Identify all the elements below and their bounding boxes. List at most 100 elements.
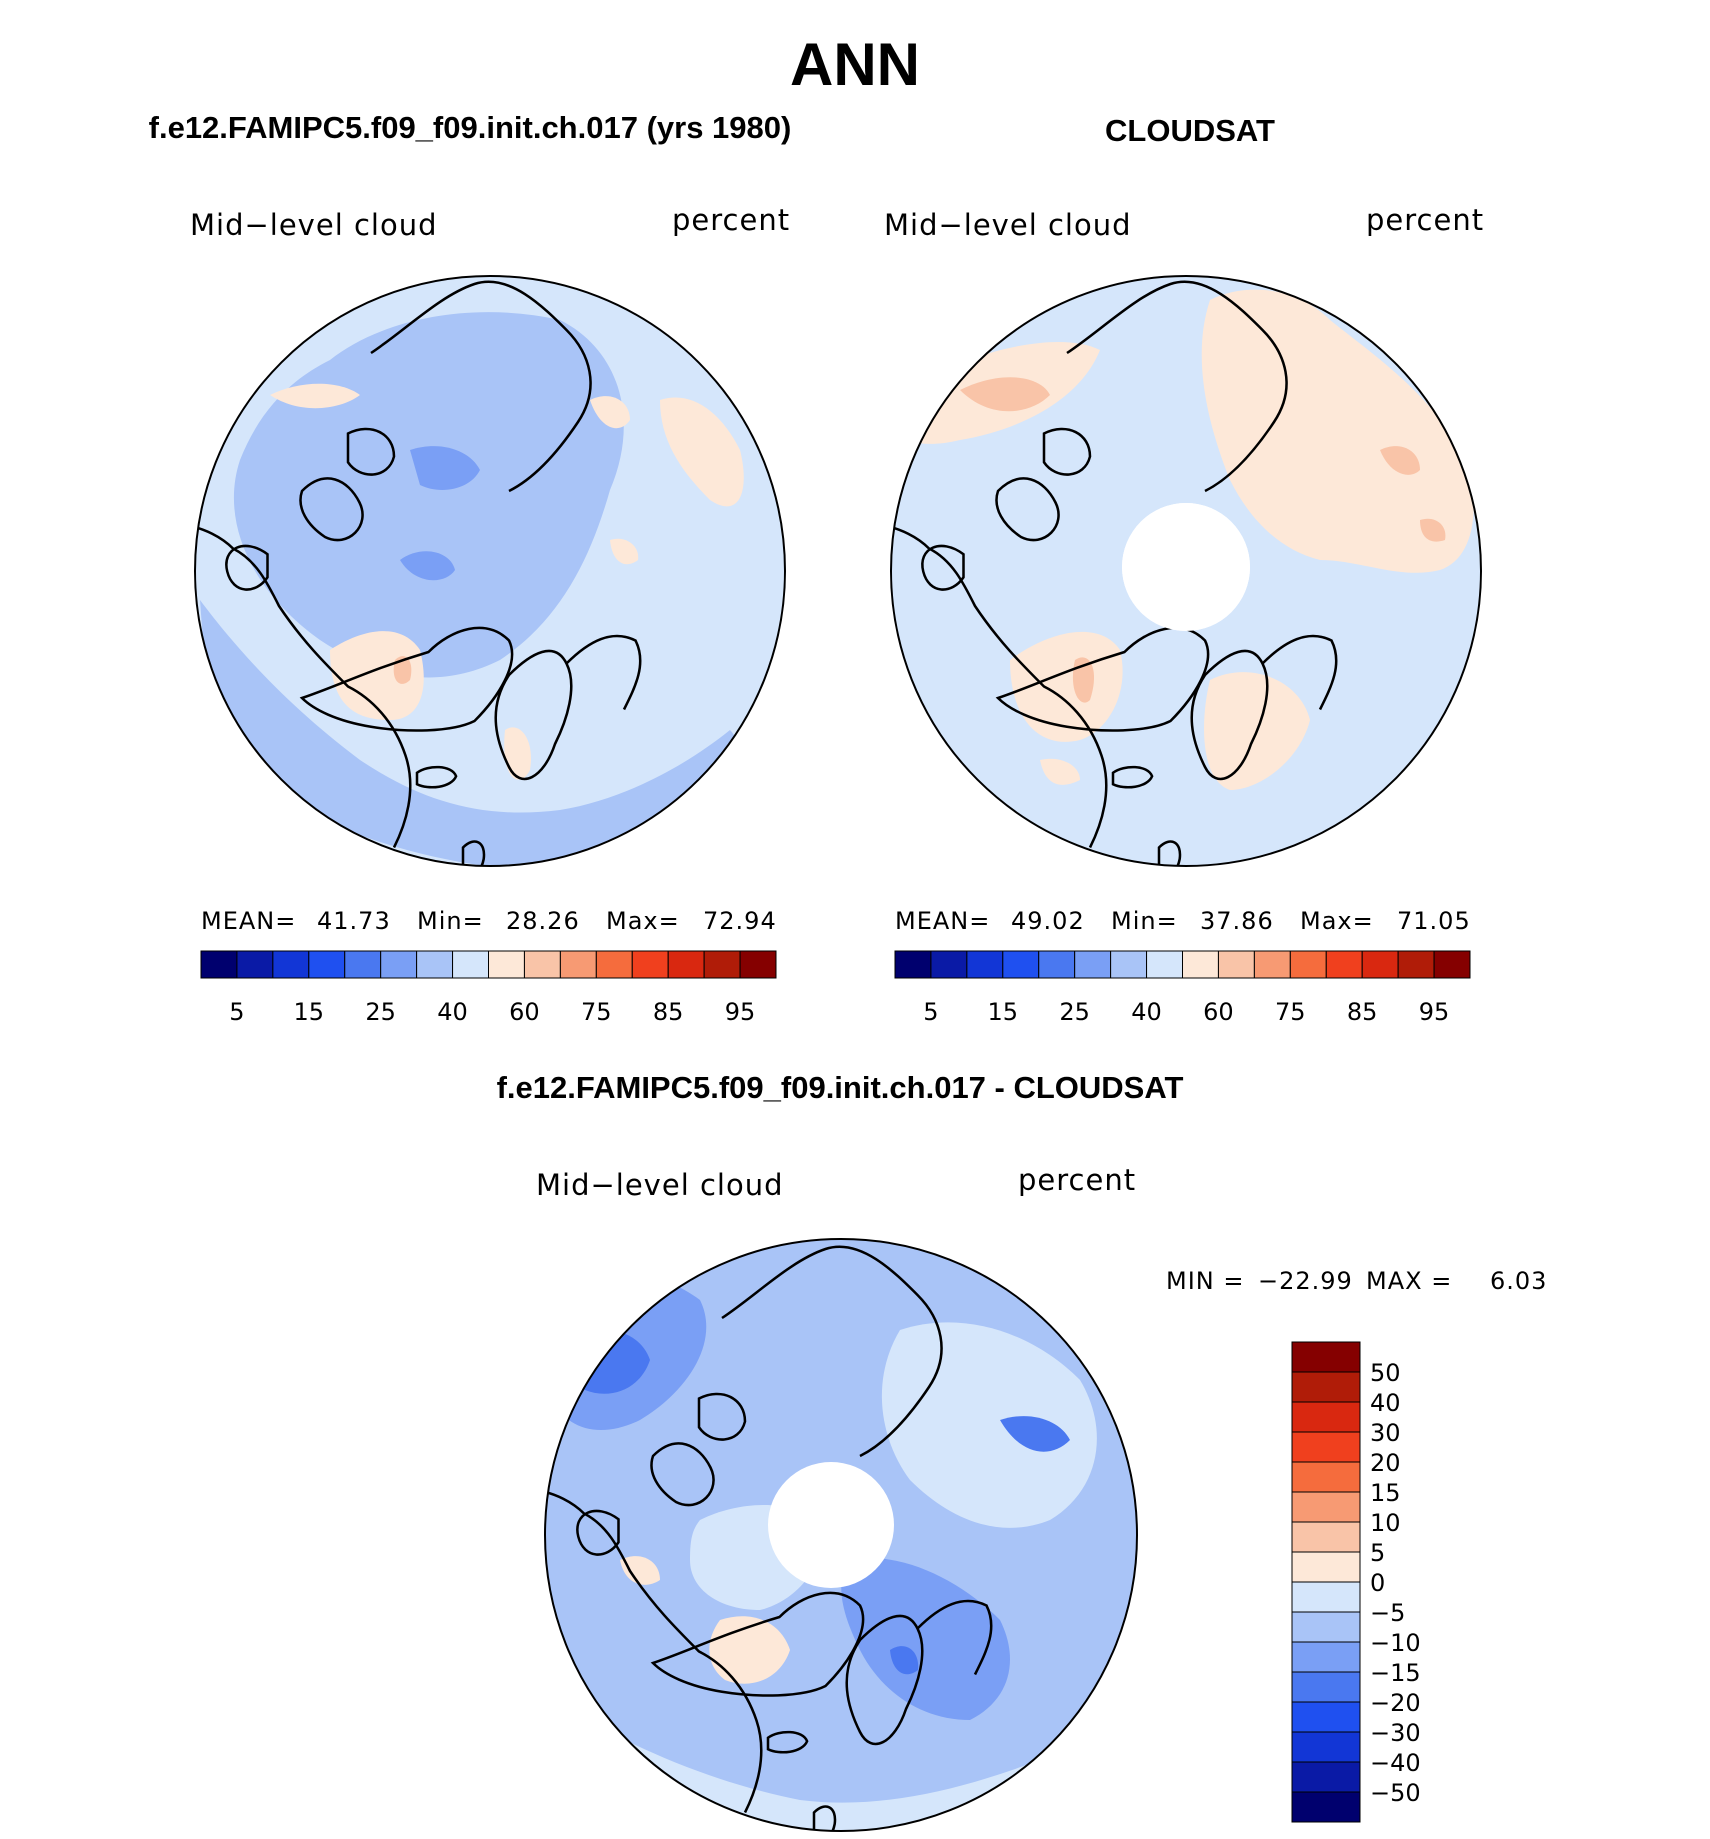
colorbar-obs-swatch xyxy=(1002,950,1040,979)
colorbar-obs-swatch xyxy=(1253,950,1291,979)
colorbar-obs-swatch xyxy=(1182,950,1219,979)
colorbar-obs-tick-label: 40 xyxy=(1131,998,1162,1026)
colorbar-model-swatch xyxy=(272,950,310,979)
max-value-diff: 6.03 xyxy=(1490,1267,1548,1295)
min-value-diff: −22.99 xyxy=(1258,1267,1353,1295)
colorbar-diff-tick-label: −30 xyxy=(1370,1719,1421,1747)
colorbar-diff-tick-label: −40 xyxy=(1370,1749,1421,1777)
colorbar-model-swatch xyxy=(739,950,777,979)
min-value-model: 28.26 xyxy=(506,907,580,935)
colorbar-model-tick-label: 40 xyxy=(437,998,468,1026)
colorbar-obs-swatch xyxy=(1146,950,1183,979)
colorbar-model-swatch xyxy=(488,950,525,979)
colorbar-diff-tick-label: 20 xyxy=(1370,1449,1401,1477)
colorbar-model-tick-label: 5 xyxy=(229,998,244,1026)
colorbar-diff-tick-label: −5 xyxy=(1370,1599,1405,1627)
colorbar-obs-swatch xyxy=(1361,950,1399,979)
colorbar-diff-tick-label: −10 xyxy=(1370,1629,1421,1657)
map-diff xyxy=(544,1238,1138,1832)
variable-label-diff: Mid−level cloud xyxy=(536,1168,784,1202)
units-label-obs: percent xyxy=(1366,203,1485,237)
colorbar-model-swatch xyxy=(523,950,561,979)
colorbar-diff-tick-label: 30 xyxy=(1370,1419,1401,1447)
colorbar-obs-swatch xyxy=(930,950,968,979)
colorbar-obs-swatch xyxy=(966,950,1004,979)
colorbar-diff-swatch xyxy=(1291,1701,1361,1733)
colorbar-model-swatch xyxy=(452,950,489,979)
colorbar-model-tick-label: 15 xyxy=(294,998,325,1026)
colorbar-model-tick-label: 85 xyxy=(653,998,684,1026)
mean-label-model: MEAN= xyxy=(201,907,297,935)
colorbar-diff-tick-label: 15 xyxy=(1370,1479,1401,1507)
colorbar-diff-swatch xyxy=(1291,1641,1361,1673)
panel-title-obs: CLOUDSAT xyxy=(1105,113,1275,148)
colorbar-diff-swatch xyxy=(1291,1371,1361,1403)
colorbar-model-swatch xyxy=(200,950,238,979)
colorbar-diff-swatch xyxy=(1291,1521,1361,1553)
colorbar-diff-swatch xyxy=(1291,1581,1361,1613)
variable-label-model: Mid−level cloud xyxy=(190,208,438,242)
colorbar-model-tick-label: 75 xyxy=(581,998,612,1026)
min-value-obs: 37.86 xyxy=(1200,907,1274,935)
variable-label-obs: Mid−level cloud xyxy=(884,208,1132,242)
colorbar-model-swatch xyxy=(667,950,705,979)
figure-title: ANN xyxy=(790,31,920,98)
panel-title-diff: f.e12.FAMIPC5.f09_f09.init.ch.017 - CLOU… xyxy=(496,1070,1184,1105)
colorbar-diff-swatch xyxy=(1291,1431,1361,1463)
colorbar-obs-swatch xyxy=(1217,950,1255,979)
panel-title-model: f.e12.FAMIPC5.f09_f09.init.ch.017 (yrs 1… xyxy=(148,110,792,145)
colorbar-diff-tick-label: 0 xyxy=(1370,1569,1385,1597)
min-label-obs: Min= xyxy=(1111,907,1178,935)
colorbar-model-swatch xyxy=(703,950,741,979)
colorbar-obs-swatch xyxy=(1110,950,1148,979)
colorbar-model: 5 15 25 40 60 75 85 95 xyxy=(200,950,777,1026)
colorbar-obs-swatch xyxy=(1074,950,1112,979)
colorbar-obs-tick-label: 5 xyxy=(923,998,938,1026)
colorbar-model-swatch xyxy=(344,950,382,979)
min-label-model: Min= xyxy=(417,907,484,935)
map-obs xyxy=(890,275,1482,867)
colorbar-model-swatch xyxy=(380,950,418,979)
colorbar-obs-tick-label: 95 xyxy=(1419,998,1450,1026)
colorbar-model-swatch xyxy=(631,950,669,979)
colorbar-model-swatch xyxy=(308,950,346,979)
colorbar-obs-swatch xyxy=(1038,950,1076,979)
colorbar-obs-tick-label: 15 xyxy=(988,998,1019,1026)
mean-value-obs: 49.02 xyxy=(1011,907,1085,935)
colorbar-obs-tick-label: 75 xyxy=(1275,998,1306,1026)
colorbar-diff-tick-label: 50 xyxy=(1370,1359,1401,1387)
colorbar-diff-swatch xyxy=(1291,1401,1361,1433)
colorbar-model-tick-label: 95 xyxy=(725,998,756,1026)
colorbar-diff-tick-label: 5 xyxy=(1370,1539,1385,1567)
colorbar-diff-swatch xyxy=(1291,1791,1361,1823)
colorbar-diff-swatch xyxy=(1291,1671,1361,1703)
units-label-diff: percent xyxy=(1018,1163,1137,1197)
colorbar-diff-swatch xyxy=(1291,1551,1361,1583)
colorbar-obs-tick-label: 60 xyxy=(1203,998,1234,1026)
colorbar-diff-tick-label: −20 xyxy=(1370,1689,1421,1717)
colorbar-model-tick-label: 25 xyxy=(365,998,396,1026)
max-label-model: Max= xyxy=(606,907,680,935)
colorbar-model-swatch xyxy=(559,950,597,979)
colorbar-obs-swatch xyxy=(1289,950,1327,979)
units-label-model: percent xyxy=(672,203,791,237)
colorbar-model-swatch xyxy=(236,950,274,979)
colorbar-diff-tick-label: −15 xyxy=(1370,1659,1421,1687)
colorbar-obs-swatch xyxy=(1433,950,1471,979)
min-label-diff: MIN = xyxy=(1166,1267,1245,1295)
colorbar-model-swatch xyxy=(595,950,633,979)
colorbar-obs-swatch xyxy=(894,950,932,979)
colorbar-diff-swatch xyxy=(1291,1611,1361,1643)
colorbar-diff-swatch xyxy=(1291,1731,1361,1763)
mean-label-obs: MEAN= xyxy=(895,907,991,935)
colorbar-obs-swatch xyxy=(1325,950,1363,979)
colorbar-model-tick-label: 60 xyxy=(509,998,540,1026)
colorbar-obs-tick-label: 25 xyxy=(1059,998,1090,1026)
colorbar-diff-tick-label: 40 xyxy=(1370,1389,1401,1417)
max-label-obs: Max= xyxy=(1300,907,1374,935)
colorbar-diff-swatch xyxy=(1291,1761,1361,1793)
max-label-diff: MAX = xyxy=(1366,1267,1453,1295)
map-model xyxy=(194,275,786,867)
mean-value-model: 41.73 xyxy=(317,907,391,935)
